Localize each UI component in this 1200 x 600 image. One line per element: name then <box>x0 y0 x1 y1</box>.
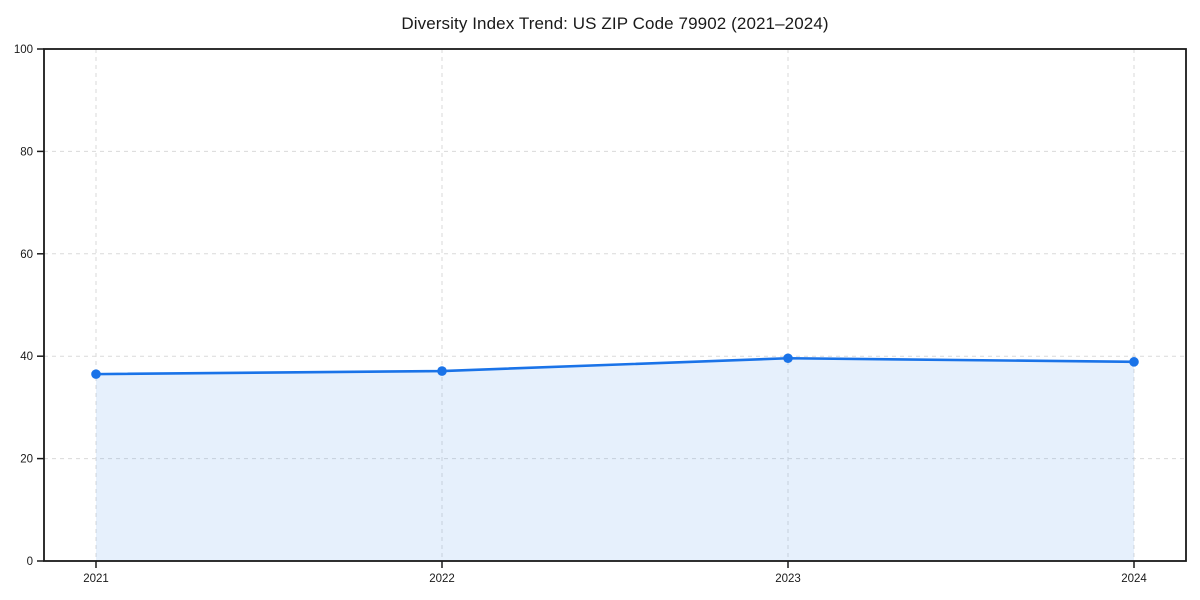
trend-line <box>94 356 1136 376</box>
data-point-marker <box>91 369 101 379</box>
data-point-marker <box>783 353 793 364</box>
x-tick-label: 2024 <box>1121 573 1147 585</box>
x-tick-label: 2021 <box>83 573 109 585</box>
chart-title: Diversity Index Trend: US ZIP Code 79902… <box>401 14 829 33</box>
data-point-marker <box>437 366 447 376</box>
y-tick-label: 60 <box>20 249 33 261</box>
y-tick-label: 100 <box>14 44 33 56</box>
y-tick-label: 40 <box>20 351 33 363</box>
x-tick-label: 2022 <box>429 573 455 585</box>
plot-border <box>43 48 1187 562</box>
y-tick-label: 0 <box>27 556 33 568</box>
data-point-marker <box>1129 357 1139 367</box>
y-tick-label: 20 <box>20 454 33 466</box>
x-tick-label: 2023 <box>775 573 801 585</box>
y-tick-label: 80 <box>20 146 33 158</box>
area-fill <box>96 358 1134 561</box>
